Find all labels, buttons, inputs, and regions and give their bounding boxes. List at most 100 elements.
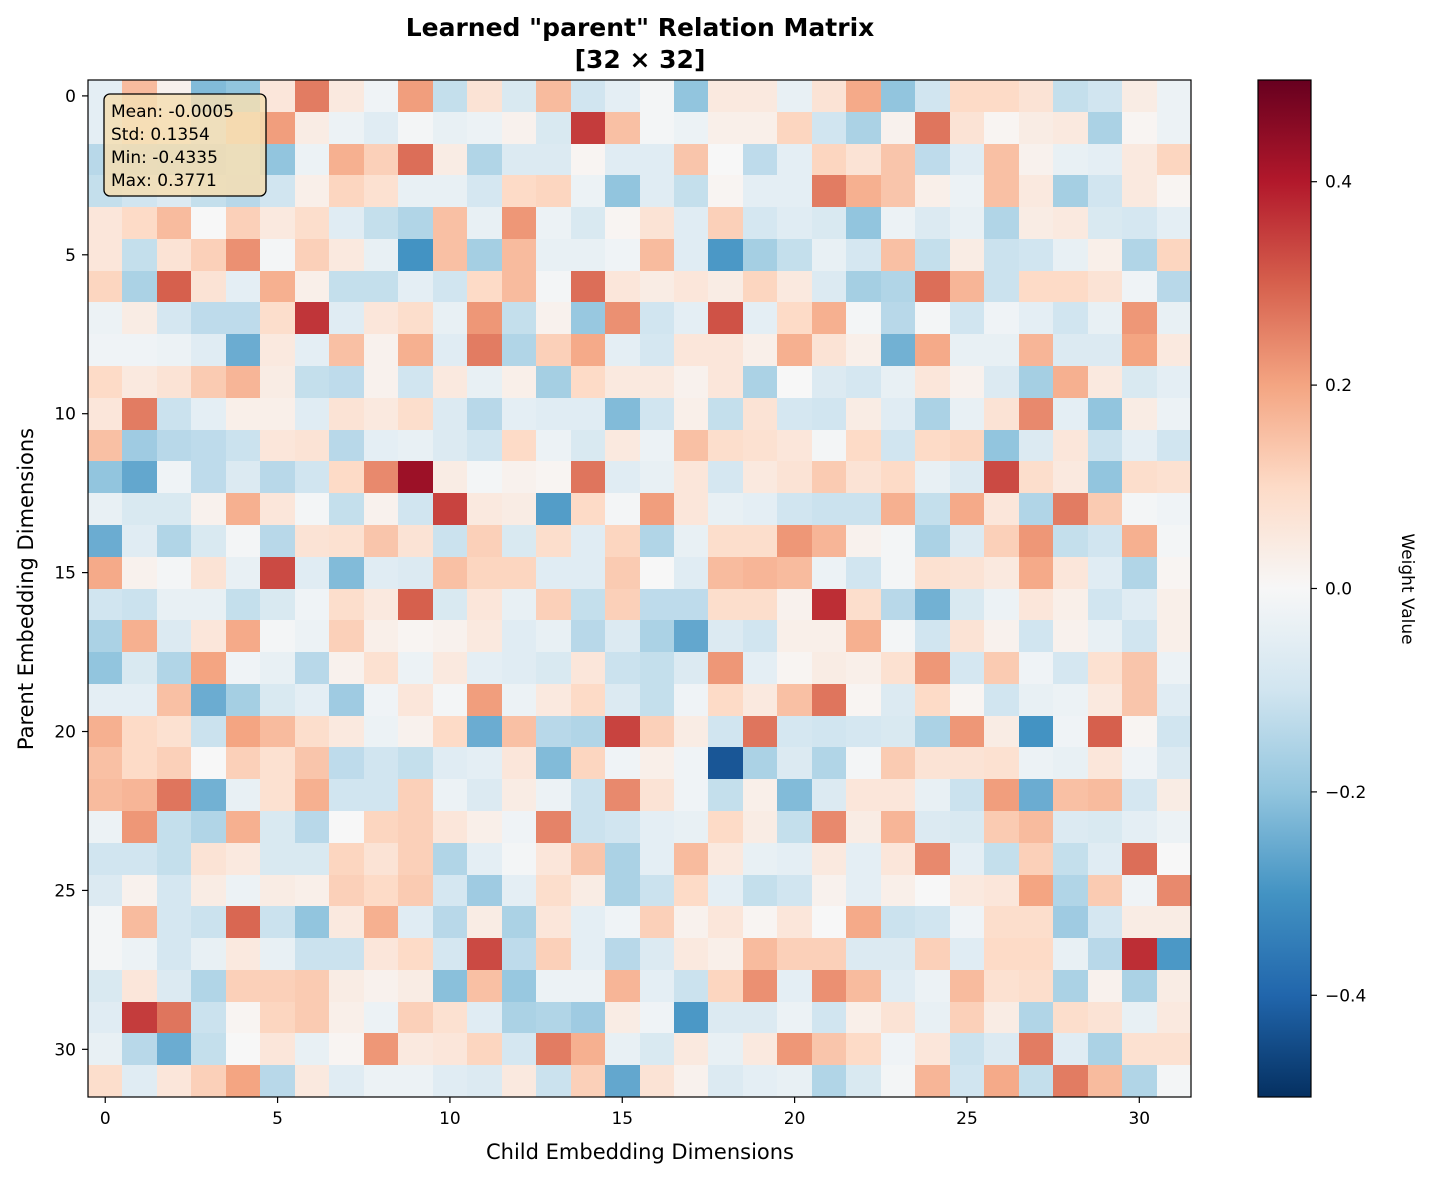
heatmap-cell	[260, 461, 295, 493]
heatmap-cell	[950, 589, 984, 620]
heatmap-cell	[536, 652, 571, 684]
heatmap-cell	[329, 811, 364, 843]
heatmap-cell	[329, 906, 364, 938]
heatmap-cell	[467, 398, 502, 430]
heatmap-cell	[1019, 207, 1053, 239]
heatmap-cell	[398, 112, 433, 144]
heatmap-cell	[674, 652, 708, 684]
heatmap-cell	[398, 175, 433, 207]
heatmap-cell	[984, 239, 1019, 271]
heatmap-cell	[708, 80, 743, 112]
heatmap-cell	[881, 525, 915, 557]
heatmap-cell	[88, 302, 122, 334]
heatmap-cell	[1053, 271, 1088, 302]
heatmap-cell	[88, 271, 122, 302]
heatmap-cell	[777, 906, 812, 938]
heatmap-cell	[226, 271, 260, 302]
heatmap-cell	[1019, 271, 1053, 302]
heatmap-cell	[536, 366, 571, 398]
heatmap-cell	[605, 461, 640, 493]
colorbar-tick-label: 0.0	[1325, 580, 1352, 600]
heatmap-cell	[226, 525, 260, 557]
heatmap-cell	[674, 525, 708, 557]
heatmap-cell	[122, 557, 157, 589]
heatmap-cell	[708, 366, 743, 398]
heatmap-cell	[777, 652, 812, 684]
heatmap-cell	[502, 779, 536, 811]
heatmap-cell	[674, 716, 708, 747]
heatmap-cell	[433, 112, 467, 144]
heatmap-cell	[1088, 80, 1122, 112]
heatmap-cell	[122, 398, 157, 430]
heatmap-cell	[1088, 1065, 1122, 1097]
heatmap-cell	[398, 525, 433, 557]
heatmap-cell	[260, 875, 295, 906]
heatmap-cell	[191, 461, 226, 493]
colorbar-label: Weight Value	[1397, 533, 1417, 644]
heatmap-cell	[915, 302, 950, 334]
heatmap-cell	[260, 779, 295, 811]
heatmap-cell	[467, 239, 502, 271]
heatmap-cell	[984, 906, 1019, 938]
heatmap-cell	[708, 175, 743, 207]
heatmap-cell	[743, 398, 777, 430]
heatmap-cell	[984, 398, 1019, 430]
heatmap-cell	[812, 875, 846, 906]
heatmap-cell	[915, 112, 950, 144]
heatmap-cell	[743, 843, 777, 875]
heatmap-cell	[743, 620, 777, 652]
heatmap-cell	[1019, 461, 1053, 493]
heatmap-cell	[536, 811, 571, 843]
heatmap-cell	[950, 302, 984, 334]
heatmap-cell	[915, 144, 950, 175]
heatmap-cell	[536, 1065, 571, 1097]
heatmap-cell	[502, 112, 536, 144]
heatmap-cell	[536, 620, 571, 652]
heatmap-cell	[536, 175, 571, 207]
heatmap-cell	[708, 207, 743, 239]
heatmap-cell	[364, 207, 398, 239]
stats-std: Std: 0.1354	[111, 125, 210, 145]
heatmap-cell	[605, 747, 640, 779]
heatmap-cell	[398, 843, 433, 875]
heatmap-cell	[743, 557, 777, 589]
heatmap-cell	[295, 843, 329, 875]
heatmap-cell	[950, 906, 984, 938]
heatmap-cell	[1122, 461, 1157, 493]
heatmap-cell	[812, 366, 846, 398]
heatmap-cell	[1157, 970, 1191, 1002]
heatmap-cell	[1088, 112, 1122, 144]
heatmap-cell	[122, 271, 157, 302]
heatmap-cell	[571, 175, 605, 207]
heatmap-cell	[1122, 271, 1157, 302]
heatmap-cell	[1053, 525, 1088, 557]
heatmap-cell	[226, 843, 260, 875]
heatmap-cell	[502, 747, 536, 779]
heatmap-cell	[950, 207, 984, 239]
heatmap-cell	[708, 652, 743, 684]
heatmap-cell	[915, 430, 950, 461]
heatmap-cell	[743, 493, 777, 525]
heatmap-cell	[984, 747, 1019, 779]
heatmap-cell	[984, 557, 1019, 589]
heatmap-cell	[364, 875, 398, 906]
heatmap-cell	[157, 302, 191, 334]
heatmap-cell	[640, 398, 674, 430]
heatmap-cell	[846, 1033, 881, 1065]
heatmap-cell	[502, 1033, 536, 1065]
heatmap-cell	[122, 1002, 157, 1033]
heatmap-cell	[881, 843, 915, 875]
heatmap-cell	[984, 875, 1019, 906]
heatmap-cell	[122, 779, 157, 811]
heatmap-cell	[226, 684, 260, 716]
heatmap-cell	[1122, 430, 1157, 461]
heatmap-cell	[1157, 112, 1191, 144]
heatmap-cell	[502, 906, 536, 938]
heatmap-cell	[571, 207, 605, 239]
heatmap-cell	[1157, 525, 1191, 557]
heatmap-cell	[191, 747, 226, 779]
heatmap-cell	[122, 366, 157, 398]
heatmap-cell	[571, 1033, 605, 1065]
heatmap-cell	[1053, 906, 1088, 938]
